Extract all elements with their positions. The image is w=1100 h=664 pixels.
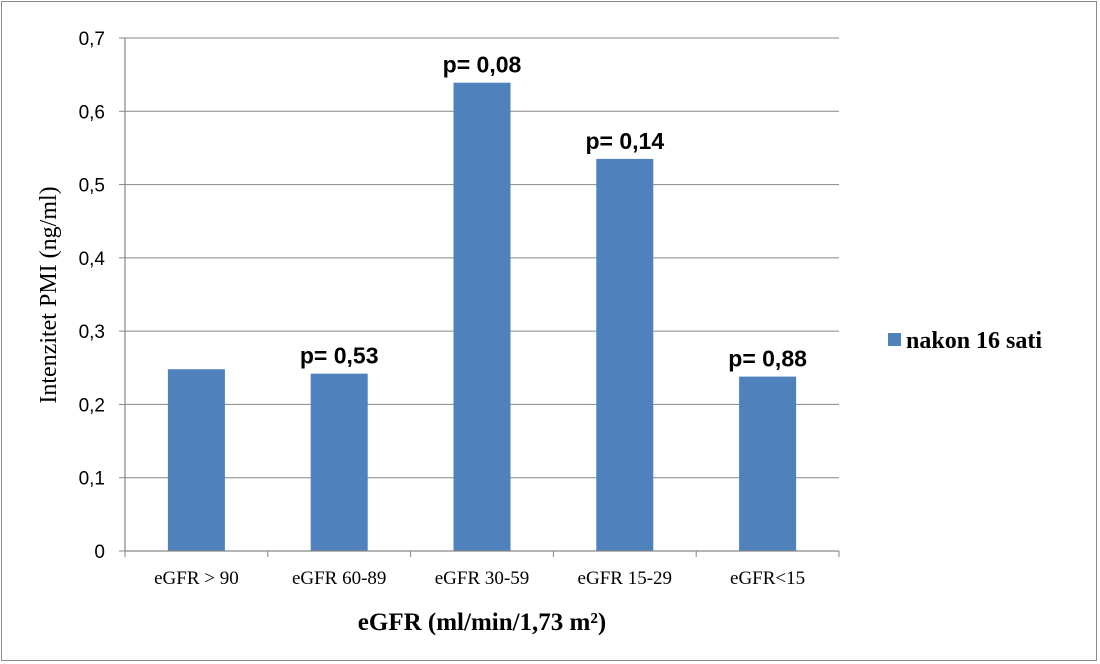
bars — [167, 82, 797, 551]
data-label: p= 0,88 — [728, 346, 807, 372]
bar — [453, 82, 511, 551]
x-tick-label: eGFR 15-29 — [578, 568, 672, 589]
x-tick-label: eGFR 60-89 — [292, 568, 386, 589]
legend-label: nakon 16 sati — [906, 328, 1042, 354]
y-tick-label: 0,6 — [79, 102, 105, 123]
bar — [739, 376, 797, 551]
legend-swatch — [888, 333, 901, 346]
y-tick-label: 0,5 — [79, 176, 105, 197]
y-tick-label: 0,2 — [79, 395, 105, 416]
x-tick-label: eGFR > 90 — [154, 568, 239, 589]
data-labels: p= 0,53 p= 0,08 p= 0,14 p= 0,88 — [300, 52, 807, 372]
x-axis-title: eGFR (ml/min/1,73 m²) — [358, 609, 606, 636]
y-tick-label: 0,4 — [79, 249, 106, 270]
y-tick-label: 0 — [94, 542, 105, 563]
legend: nakon 16 sati — [888, 328, 1042, 354]
y-tick-labels: 0 0,1 0,2 0,3 0,4 0,5 0,6 0,7 — [79, 29, 106, 563]
y-tick-label: 0,1 — [79, 469, 105, 490]
x-tick-label: eGFR<15 — [730, 568, 805, 589]
bar — [310, 373, 368, 551]
y-tick-label: 0,7 — [79, 29, 105, 50]
bar — [596, 158, 654, 551]
data-label: p= 0,53 — [300, 343, 379, 369]
data-label: p= 0,08 — [443, 52, 522, 78]
bar — [167, 369, 225, 551]
y-tick-label: 0,3 — [79, 322, 105, 343]
x-tick-labels: eGFR > 90 eGFR 60-89 eGFR 30-59 eGFR 15-29 e… — [154, 568, 805, 589]
data-label: p= 0,14 — [585, 128, 664, 154]
y-axis-title: Intenzitet PMI (ng/ml) — [36, 186, 62, 403]
axes — [119, 37, 840, 557]
x-tick-label: eGFR 30-59 — [435, 568, 529, 589]
